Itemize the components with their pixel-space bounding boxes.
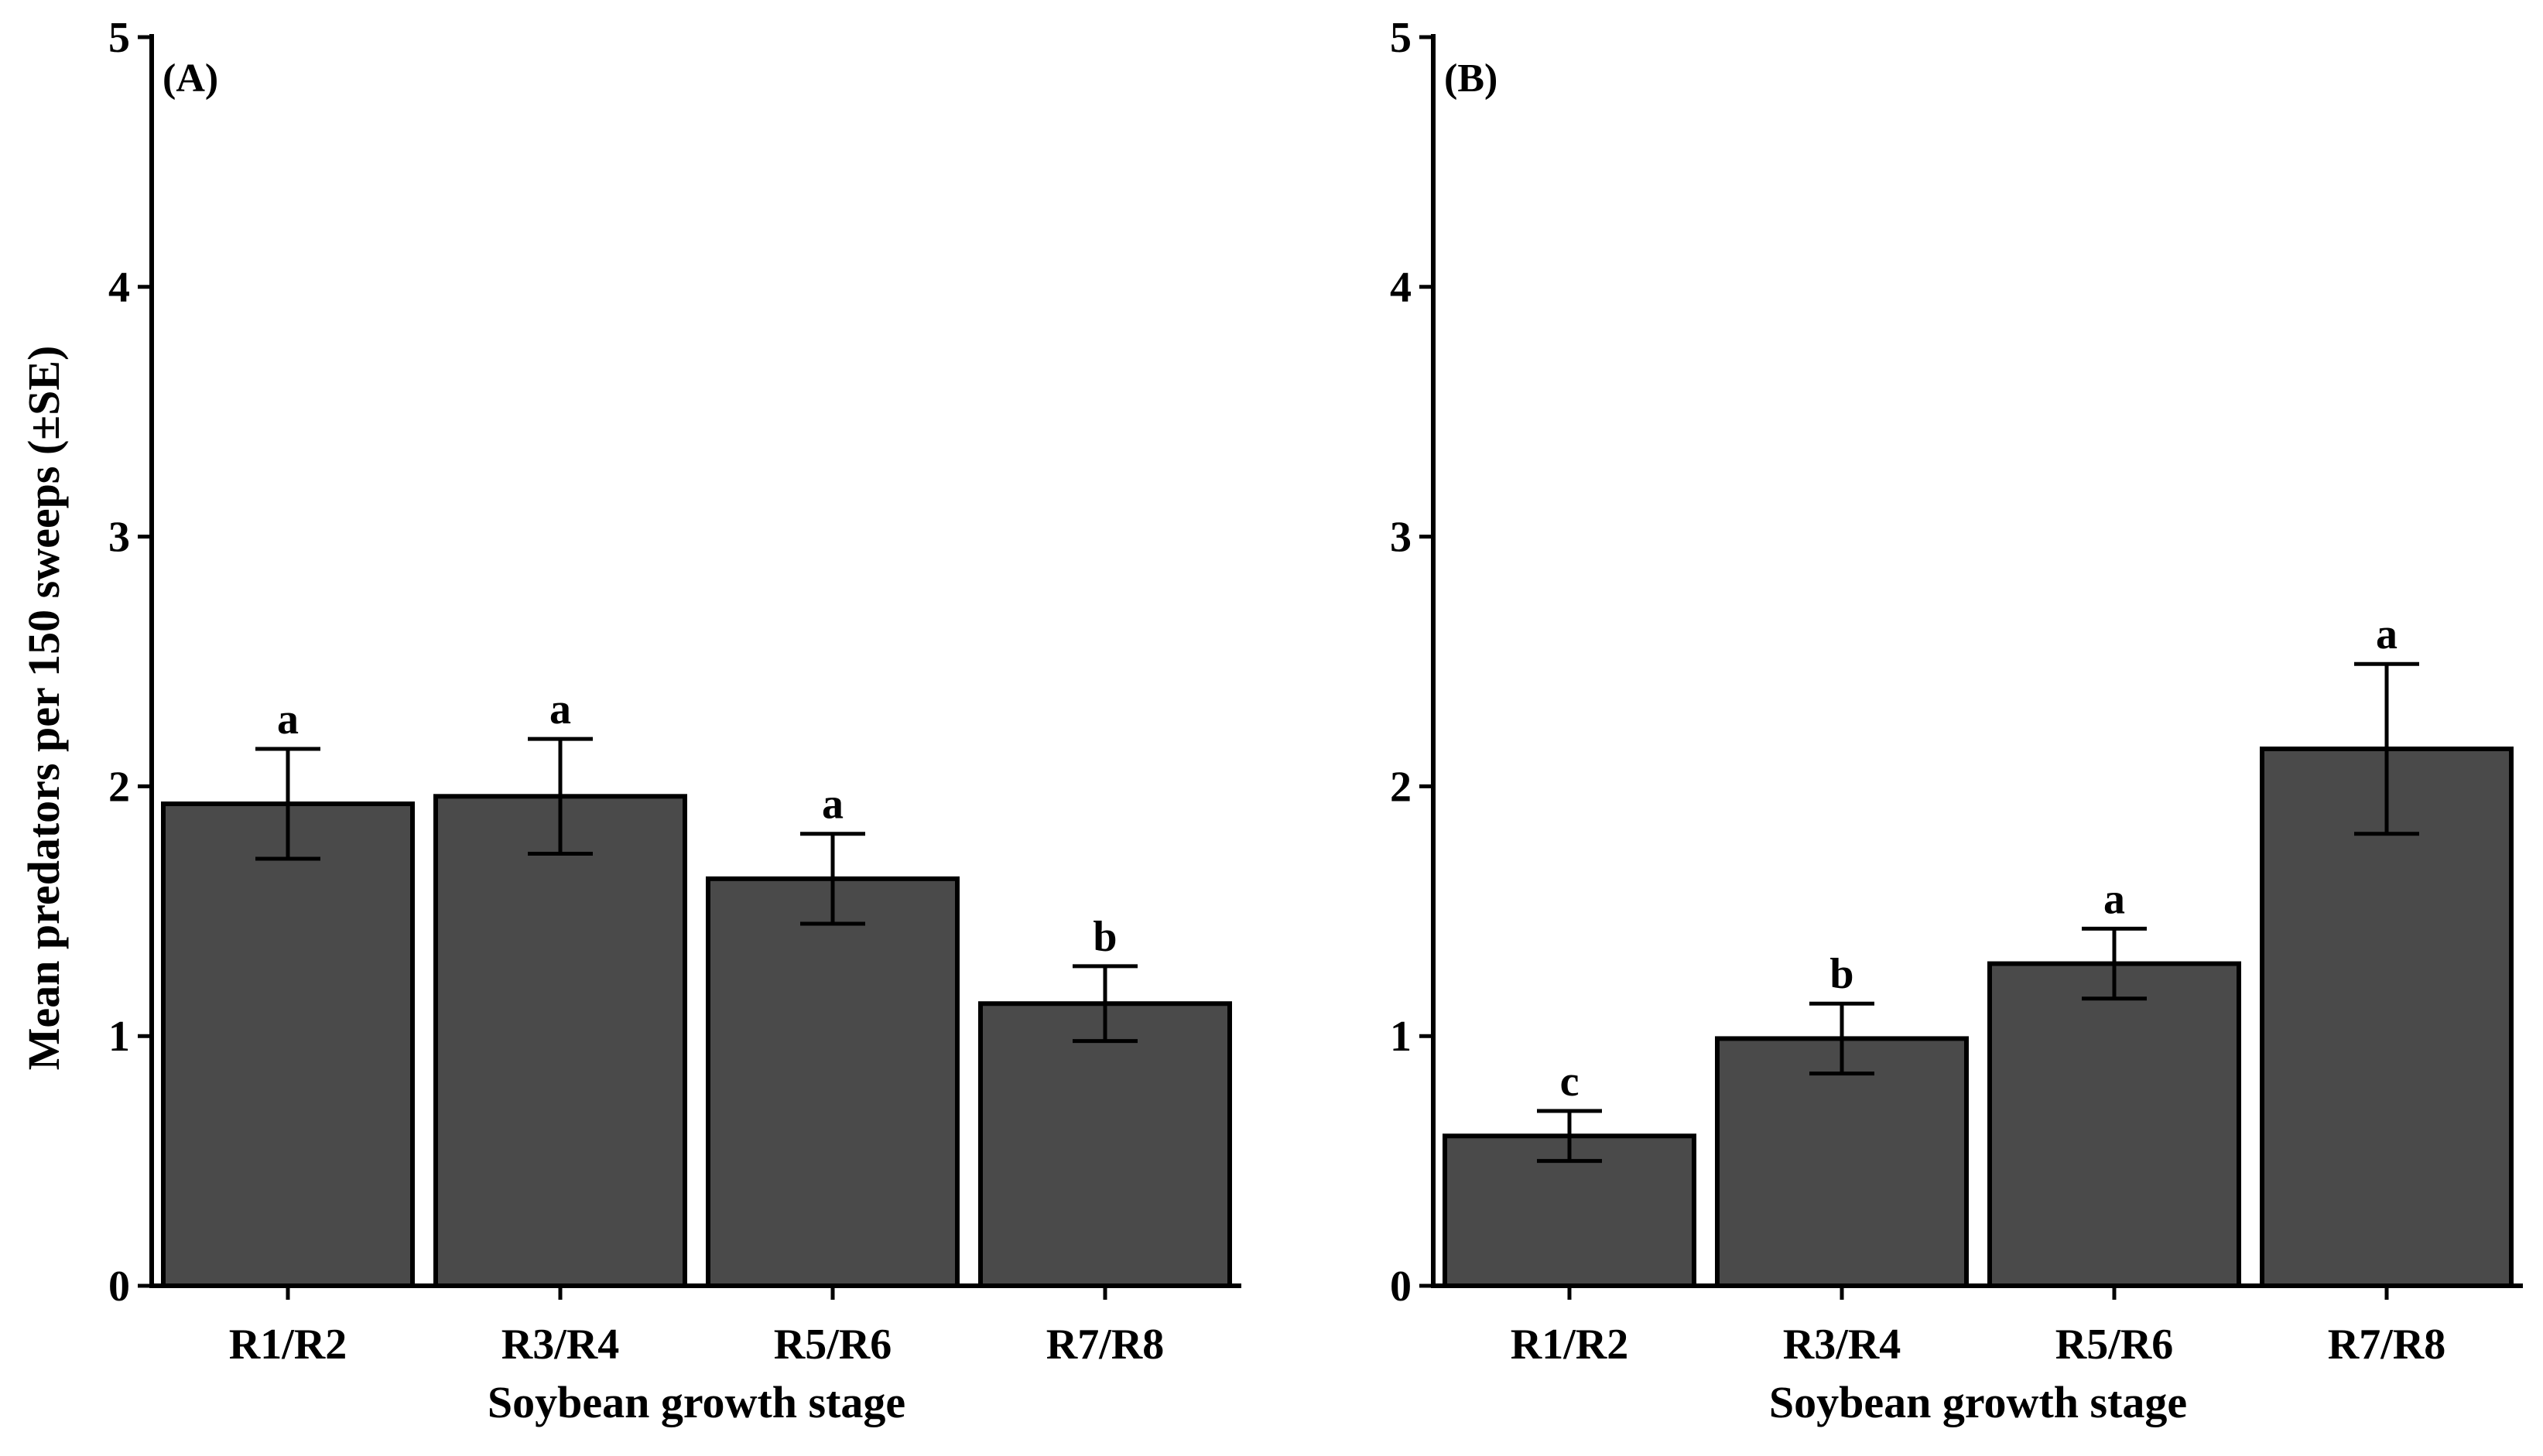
panel-label: (B) xyxy=(1444,56,1497,101)
bar-r7-r8 xyxy=(2260,746,2514,1288)
y-tick-label: 0 xyxy=(1390,1263,1412,1311)
y-tick-label: 1 xyxy=(1390,1013,1412,1061)
y-tick-label: 2 xyxy=(1390,763,1412,811)
bar-r5-r6 xyxy=(706,876,960,1289)
error-bar xyxy=(1537,1109,1602,1164)
y-tick-label: 5 xyxy=(1390,14,1412,62)
bar-r5-r6 xyxy=(1987,961,2241,1288)
y-tick-label: 3 xyxy=(108,514,130,562)
y-tick-label: 4 xyxy=(1390,264,1412,312)
error-bar xyxy=(1809,1001,1874,1076)
x-tick-label: R5/R6 xyxy=(774,1321,892,1369)
bar-r3-r4 xyxy=(433,794,687,1288)
error-bar xyxy=(528,737,593,856)
error-bar xyxy=(800,832,865,926)
x-axis-title: Soybean growth stage xyxy=(488,1377,905,1427)
x-tick-label: R3/R4 xyxy=(501,1321,619,1369)
significance-letter: a xyxy=(2376,610,2398,658)
significance-letter: a xyxy=(822,781,844,829)
x-tick-label: R7/R8 xyxy=(1046,1321,1164,1369)
significance-letter: c xyxy=(1560,1058,1580,1106)
significance-letter: b xyxy=(1093,913,1117,961)
panel-a: a a a b 0 1 2 3 4 5 R1/R2 R3/R4 R5/R6 R7/R8 Soybean gr… xyxy=(19,14,1241,1427)
y-tick-label: 2 xyxy=(108,763,130,811)
y-tick-label: 5 xyxy=(108,14,130,62)
significance-letter: a xyxy=(2103,875,2125,923)
significance-letter: b xyxy=(1829,950,1853,998)
x-tick-label: R1/R2 xyxy=(1511,1321,1628,1369)
x-axis-title: Soybean growth stage xyxy=(1769,1377,2187,1427)
significance-letter: a xyxy=(549,685,571,733)
error-bar xyxy=(255,747,320,861)
bar-r3-r4 xyxy=(1715,1036,1969,1288)
significance-letter: a xyxy=(277,696,299,743)
y-tick-label: 4 xyxy=(108,264,130,312)
error-bar xyxy=(2354,661,2419,836)
y-tick-label: 1 xyxy=(108,1013,130,1061)
x-tick-label: R7/R8 xyxy=(2328,1321,2445,1369)
x-tick-label: R3/R4 xyxy=(1783,1321,1901,1369)
bar-r7-r8 xyxy=(978,1001,1232,1288)
bar-r1-r2 xyxy=(161,801,415,1288)
x-tick-label: R5/R6 xyxy=(2055,1321,2173,1369)
panel-b: c b a a 0 1 2 3 4 5 R1/R2 R3/R4 R5/R6 R7/R8 Soybean gr… xyxy=(1390,14,2523,1427)
error-bar xyxy=(2082,926,2147,1001)
error-bar xyxy=(1073,964,1138,1044)
x-tick-label: R1/R2 xyxy=(229,1321,347,1369)
y-tick-label: 3 xyxy=(1390,514,1412,562)
y-tick-label: 0 xyxy=(108,1263,130,1311)
y-axis-title: Mean predators per 150 sweeps (±SE) xyxy=(19,346,69,1071)
panel-label: (A) xyxy=(163,56,218,101)
